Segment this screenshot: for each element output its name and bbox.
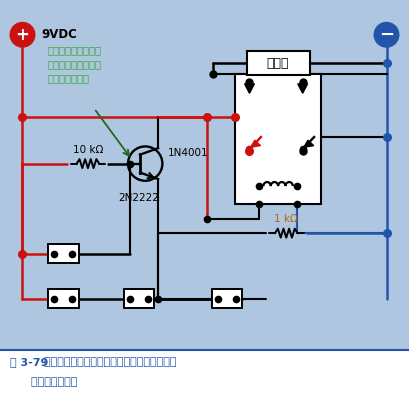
Text: 都会激励继电器: 都会激励继电器	[10, 378, 78, 387]
Polygon shape	[298, 84, 308, 93]
Text: 9VDC: 9VDC	[41, 28, 77, 41]
FancyBboxPatch shape	[48, 289, 79, 308]
Polygon shape	[245, 84, 254, 93]
Text: 1 kΩ: 1 kΩ	[274, 214, 298, 224]
FancyBboxPatch shape	[212, 289, 243, 308]
Circle shape	[10, 22, 35, 47]
FancyBboxPatch shape	[247, 51, 310, 75]
Text: 此电路中，传感器网络中的任何一个开关断开: 此电路中，传感器网络中的任何一个开关断开	[37, 357, 176, 367]
FancyBboxPatch shape	[124, 289, 155, 308]
Polygon shape	[304, 140, 314, 147]
Polygon shape	[251, 140, 261, 147]
Text: 2N2222: 2N2222	[119, 193, 160, 203]
Text: 晶体管基极上的低电
压使晶体管阻砙了通
向继电器的电流: 晶体管基极上的低电 压使晶体管阻砙了通 向继电器的电流	[47, 45, 101, 83]
FancyBboxPatch shape	[48, 244, 79, 263]
Text: 10 kΩ: 10 kΩ	[73, 145, 103, 155]
FancyBboxPatch shape	[235, 74, 321, 204]
Text: 图 3-79: 图 3-79	[10, 357, 49, 367]
Text: −: −	[379, 26, 394, 44]
FancyBboxPatch shape	[0, 350, 409, 409]
Text: 报警器: 报警器	[267, 57, 290, 70]
Text: +: +	[16, 26, 29, 44]
Circle shape	[374, 22, 399, 47]
Text: 1N4001: 1N4001	[168, 148, 208, 158]
